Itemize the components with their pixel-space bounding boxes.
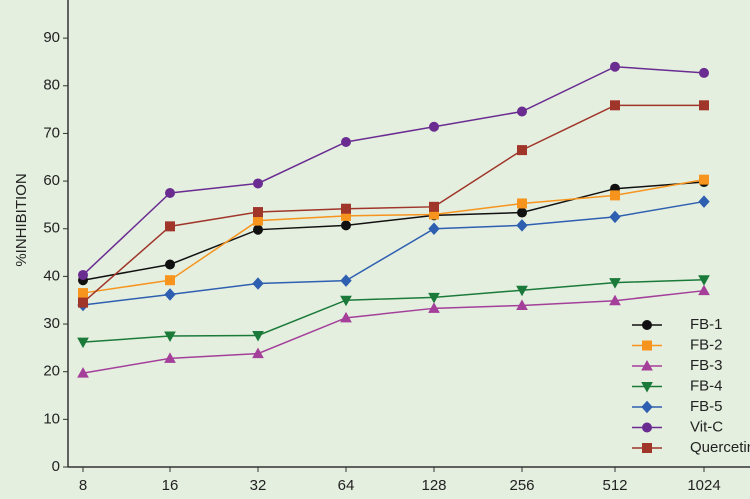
data-point xyxy=(341,137,351,148)
data-point xyxy=(78,297,88,308)
legend-label: FB-5 xyxy=(690,398,723,415)
data-point xyxy=(517,145,527,156)
legend-marker xyxy=(642,320,652,330)
data-point xyxy=(609,278,621,289)
data-point xyxy=(699,100,709,111)
data-point xyxy=(516,285,528,297)
data-point xyxy=(429,201,439,212)
data-point xyxy=(252,347,264,359)
legend-label: FB-4 xyxy=(690,377,723,394)
data-point xyxy=(516,219,528,232)
data-point xyxy=(165,259,175,270)
data-point xyxy=(517,207,527,218)
data-point xyxy=(699,67,709,78)
legend-marker xyxy=(641,400,653,414)
data-point xyxy=(610,61,620,72)
series-line xyxy=(82,181,705,281)
y-tick-label: 90 xyxy=(43,29,60,46)
data-point xyxy=(698,275,710,286)
data-point xyxy=(165,275,175,286)
legend-label: Quercetin xyxy=(690,439,750,456)
data-point xyxy=(340,274,352,287)
y-axis-label: %INHIBITION xyxy=(13,173,30,266)
data-point xyxy=(517,106,527,117)
data-point xyxy=(428,292,440,304)
data-point xyxy=(252,277,264,290)
y-tick-label: 70 xyxy=(43,124,60,141)
data-point xyxy=(428,222,440,235)
legend-label: FB-2 xyxy=(690,336,723,353)
x-tick-label: 512 xyxy=(602,477,627,494)
data-point xyxy=(252,330,264,342)
data-point xyxy=(340,311,352,323)
data-point xyxy=(516,299,528,310)
legend-label: FB-1 xyxy=(690,316,723,333)
data-point xyxy=(165,187,175,198)
legend-marker xyxy=(641,359,653,371)
data-point xyxy=(253,224,263,235)
data-point xyxy=(164,288,176,301)
data-point xyxy=(164,352,176,363)
data-point xyxy=(340,295,352,307)
data-point xyxy=(698,284,710,296)
x-tick-label: 8 xyxy=(79,477,87,494)
data-point xyxy=(78,288,88,299)
y-tick-label: 80 xyxy=(43,77,60,94)
y-tick-label: 10 xyxy=(43,410,60,427)
legend-label: FB-3 xyxy=(690,357,723,374)
legend-marker xyxy=(642,443,652,453)
series-line xyxy=(82,278,705,343)
y-tick-label: 0 xyxy=(52,458,60,475)
y-tick-label: 30 xyxy=(43,315,60,332)
data-point xyxy=(341,220,351,231)
series-line xyxy=(82,65,705,276)
data-point xyxy=(610,100,620,111)
series-line xyxy=(82,104,704,304)
data-point xyxy=(77,367,89,378)
series-line xyxy=(82,289,705,374)
data-point xyxy=(428,302,440,313)
x-tick-label: 64 xyxy=(338,477,355,494)
data-point xyxy=(165,221,175,232)
data-point xyxy=(253,207,263,218)
data-point xyxy=(253,178,263,189)
data-point xyxy=(429,121,439,132)
data-point xyxy=(164,331,176,342)
series-line xyxy=(82,200,705,306)
data-point xyxy=(609,210,621,224)
data-point xyxy=(77,337,89,349)
legend-marker xyxy=(641,382,653,393)
data-point xyxy=(699,174,709,185)
legend-label: Vit-C xyxy=(690,418,723,435)
y-tick-label: 50 xyxy=(43,220,60,237)
x-tick-label: 256 xyxy=(509,477,534,494)
y-tick-label: 40 xyxy=(43,267,60,284)
x-tick-label: 128 xyxy=(421,477,446,494)
x-tick-label: 32 xyxy=(250,477,267,494)
x-tick-label: 1024 xyxy=(687,477,720,494)
series-line xyxy=(82,178,705,294)
data-point xyxy=(610,190,620,201)
y-tick-label: 60 xyxy=(43,172,60,189)
data-point xyxy=(78,269,88,280)
data-point xyxy=(517,198,527,209)
data-point xyxy=(609,294,621,306)
data-point xyxy=(698,195,710,208)
x-tick-label: 16 xyxy=(162,477,179,494)
legend-marker xyxy=(642,340,652,351)
data-point xyxy=(253,215,263,226)
data-point xyxy=(341,203,351,214)
y-tick-label: 20 xyxy=(43,363,60,380)
legend-marker xyxy=(642,422,652,433)
